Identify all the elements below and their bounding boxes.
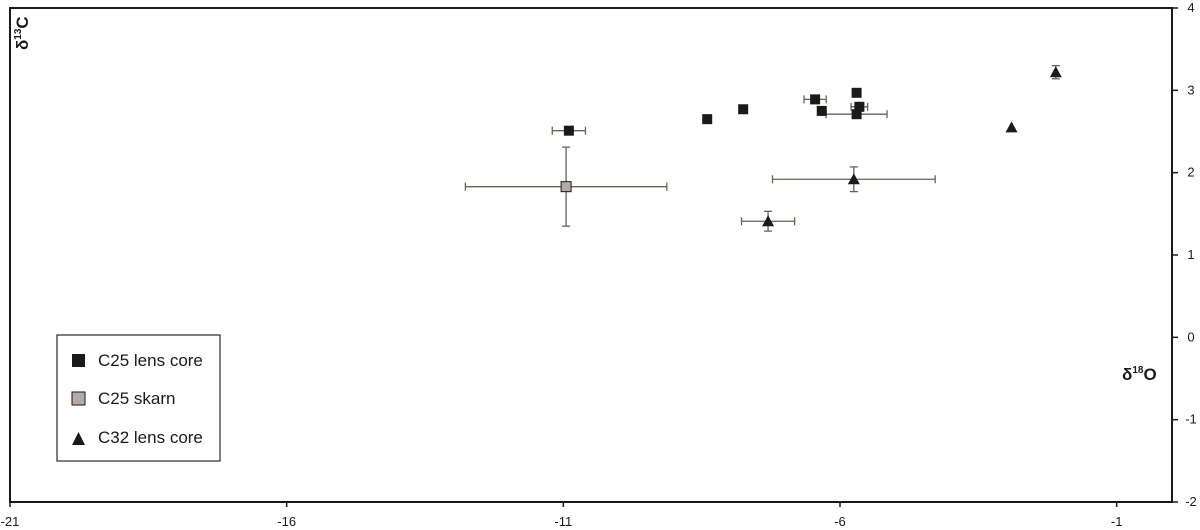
- data-point-square: [738, 104, 749, 115]
- data-points: [464, 64, 1062, 232]
- x-tick-label: -6: [834, 514, 846, 529]
- legend-marker-triangle: [72, 432, 85, 445]
- x-tick-label: -1: [1111, 514, 1123, 529]
- x-axis-title: δ18O: [1122, 365, 1157, 384]
- x-tick-label: -11: [554, 514, 572, 529]
- data-point-triangle: [762, 215, 775, 227]
- data-point-square: [560, 181, 572, 193]
- data-point-square: [851, 109, 862, 120]
- x-tick-label: -21: [1, 514, 20, 529]
- legend-marker-square-black: [72, 354, 85, 367]
- y-axis-title: δ13C: [13, 16, 32, 50]
- legend-label-c25-lens-core: C25 lens core: [98, 351, 203, 370]
- data-point-triangle: [1005, 121, 1018, 133]
- legend-label-c32-lens-core: C32 lens core: [98, 428, 203, 447]
- data-point-triangle: [1049, 66, 1062, 78]
- data-point-square: [563, 125, 574, 136]
- y-tick-label: 1: [1187, 247, 1194, 262]
- y-tick-label: 4: [1187, 0, 1194, 15]
- legend-marker-square-gray: [71, 391, 86, 406]
- data-point-triangle: [847, 173, 860, 185]
- y-tick-label: -1: [1185, 412, 1197, 427]
- legend: C25 lens core C25 skarn C32 lens core: [56, 334, 221, 462]
- x-tick-label: -16: [277, 514, 296, 529]
- data-point-square: [810, 94, 821, 105]
- data-point-square: [816, 105, 827, 116]
- y-axis: -2 -1 0 1 2 3 4: [1172, 0, 1197, 509]
- y-tick-label: 2: [1187, 165, 1194, 180]
- y-tick-label: 0: [1187, 329, 1194, 344]
- data-point-square: [702, 114, 713, 125]
- y-tick-label: 3: [1187, 82, 1194, 97]
- y-tick-label: -2: [1185, 494, 1197, 509]
- legend-label-c25-skarn: C25 skarn: [98, 389, 175, 408]
- data-point-square: [854, 101, 865, 112]
- x-axis: -21 -16 -11 -6 -1: [1, 502, 1123, 529]
- data-point-square: [851, 87, 862, 98]
